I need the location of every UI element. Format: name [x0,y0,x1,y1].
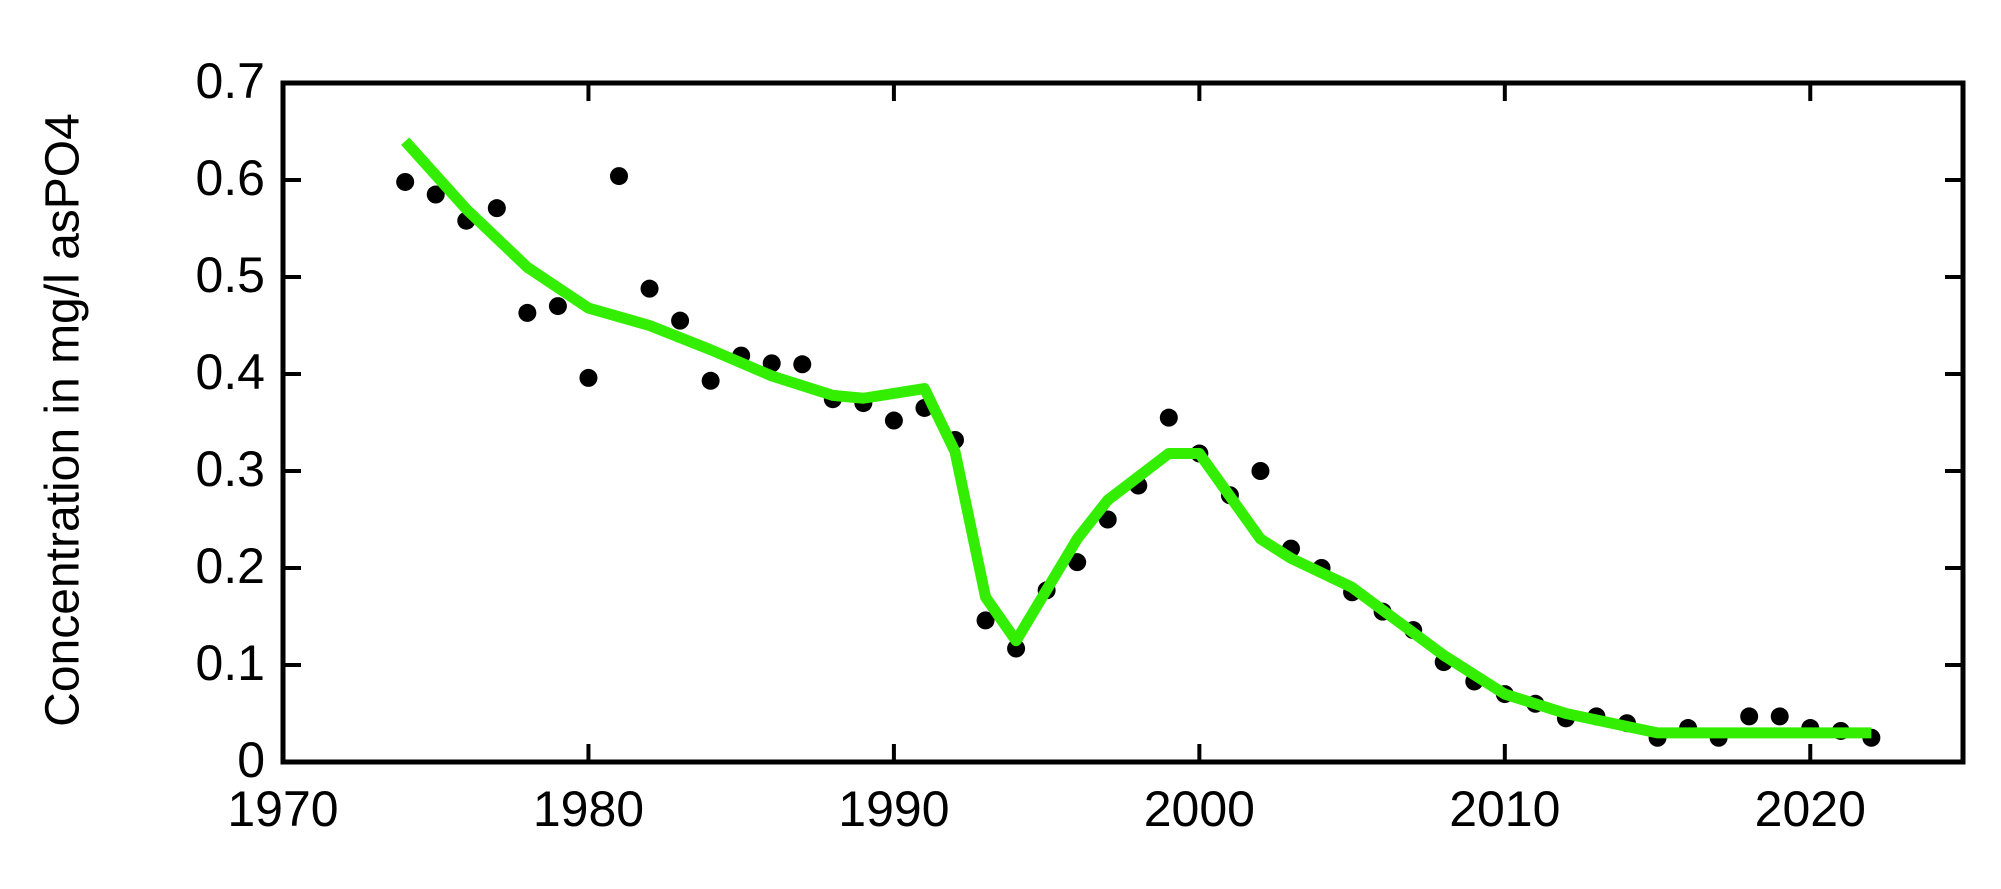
data-point [1251,462,1270,480]
data-point [671,311,690,330]
data-point [701,371,720,390]
data-point [579,368,598,387]
x-tick-label: 1970 [227,781,338,837]
x-tick-label: 1980 [533,781,644,837]
y-tick-label: 0.6 [195,150,265,206]
y-tick-label: 0.7 [195,53,265,109]
data-point [884,411,903,430]
y-axis-label: Concentration in mg/l asPO4 [37,113,90,727]
data-point [1007,639,1026,658]
data-point [640,279,659,298]
data-point [610,167,628,186]
data-point [762,354,781,373]
x-tick-label: 1990 [838,781,949,837]
data-point [518,303,537,322]
data-point [1098,510,1117,529]
data-point [548,297,567,316]
data-point [1159,408,1178,427]
x-tick-label: 2020 [1755,781,1866,837]
data-point [396,172,415,191]
y-tick-label: 0.2 [195,538,265,594]
data-point [1740,707,1759,726]
y-tick-label: 0.1 [195,635,265,691]
trend-line [401,137,1872,739]
plot-frame [280,80,1966,765]
x-tick-label: 2000 [1144,781,1255,837]
data-point [487,199,506,218]
y-tick-label: 0.5 [195,247,265,303]
data-point [976,611,995,630]
y-tick-label: 0 [237,732,265,788]
y-tick-label: 0.3 [195,441,265,497]
data-point [426,185,445,204]
x-tick-label: 2010 [1449,781,1560,837]
y-tick-label: 0.4 [195,344,265,400]
data-point [1068,553,1087,572]
data-point [793,355,812,374]
data-point [1770,707,1789,726]
